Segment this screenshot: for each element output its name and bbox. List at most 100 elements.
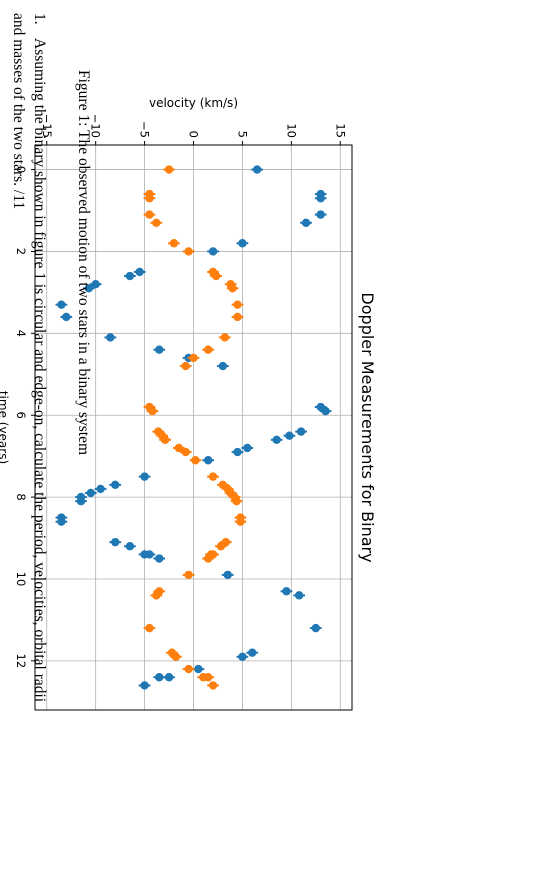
data-point	[194, 664, 203, 674]
data-point	[233, 300, 242, 309]
x-tick-label: 12	[14, 654, 28, 669]
data-point	[203, 456, 213, 465]
data-point	[233, 447, 242, 457]
data-point	[252, 165, 262, 174]
y-tick-label: −15	[40, 114, 54, 138]
data-point	[155, 673, 164, 682]
data-point	[285, 431, 294, 440]
data-point	[296, 427, 306, 436]
data-point	[191, 456, 200, 465]
data-point	[203, 345, 213, 354]
data-point	[216, 542, 226, 551]
chart-title: Doppler Measurements for Binary	[358, 292, 377, 562]
question-number: 1.	[31, 13, 48, 25]
data-point	[223, 570, 232, 580]
data-point	[96, 484, 105, 494]
data-point	[152, 591, 161, 600]
data-point	[316, 210, 325, 219]
data-point	[208, 472, 218, 481]
data-point	[145, 210, 154, 219]
data-point	[148, 406, 157, 416]
data-point	[91, 280, 100, 289]
data-point	[84, 284, 94, 293]
y-tick-label: 5	[235, 131, 249, 138]
data-point	[174, 443, 184, 453]
data-point	[316, 194, 325, 203]
tick-layer: 0 2 4 6 8 10 12 −15 −10 −5 0 5 10 15	[14, 114, 347, 668]
data-point	[169, 239, 179, 248]
question-text-line-1: Assuming the binary shown in figure 1 is…	[31, 38, 48, 703]
data-point	[135, 267, 144, 277]
data-point	[106, 333, 115, 342]
question-text-line-2: and masses of the two stars. /11	[10, 13, 27, 210]
data-point	[203, 554, 213, 563]
data-point	[243, 443, 252, 453]
data-point	[155, 345, 164, 354]
data-point	[233, 312, 242, 322]
data-point	[145, 194, 154, 203]
data-point	[272, 435, 281, 444]
data-point	[301, 218, 311, 227]
data-point	[208, 681, 218, 690]
data-point	[111, 537, 120, 547]
data-point	[203, 673, 213, 682]
data-point	[145, 623, 154, 633]
data-point	[184, 570, 193, 580]
y-tick-label: −5	[138, 121, 152, 138]
data-point	[62, 312, 71, 322]
y-tick-label: 0	[187, 131, 201, 138]
data-point	[164, 673, 174, 682]
x-tick-label: 2	[14, 248, 28, 255]
data-point	[125, 271, 135, 281]
data-point	[236, 517, 245, 526]
y-tick-label: −10	[89, 114, 103, 138]
plot-frame	[34, 144, 353, 711]
data-point	[294, 591, 304, 600]
point-layer	[55, 165, 332, 690]
data-point	[321, 406, 330, 416]
data-point	[228, 284, 237, 293]
data-point	[181, 361, 190, 371]
series-1	[55, 165, 332, 690]
data-point	[232, 496, 241, 506]
x-tick-label: 0	[14, 166, 28, 173]
data-point	[57, 300, 66, 309]
data-point	[211, 271, 221, 281]
data-point	[248, 648, 257, 657]
data-point	[282, 587, 291, 596]
data-point	[86, 488, 95, 498]
data-point	[155, 554, 164, 563]
data-point	[125, 542, 135, 551]
x-tick-label: 6	[14, 412, 28, 419]
data-point	[238, 652, 247, 661]
y-tick-label: 15	[333, 123, 347, 138]
data-point	[140, 472, 149, 481]
data-point	[76, 496, 86, 506]
x-tick-label: 8	[14, 493, 28, 500]
data-point	[164, 165, 174, 174]
y-tick-label: 10	[284, 123, 298, 138]
data-point	[311, 623, 320, 633]
data-point	[160, 435, 170, 444]
x-tick-label: 10	[14, 572, 28, 587]
data-point	[140, 681, 149, 690]
data-point	[184, 664, 193, 674]
data-point	[189, 353, 198, 363]
data-point	[171, 652, 181, 661]
data-point	[111, 480, 120, 490]
figure-caption: Figure 1: The observed motion of two sta…	[75, 70, 92, 456]
x-axis-label: time (years)	[0, 391, 10, 464]
data-point	[184, 247, 193, 256]
data-point	[208, 247, 218, 256]
series-2	[143, 165, 247, 690]
data-point	[220, 333, 230, 342]
data-point	[181, 447, 190, 457]
y-axis-label: velocity (km/s)	[149, 96, 238, 110]
data-point	[140, 550, 149, 559]
x-tick-label: 4	[14, 330, 28, 337]
data-point	[152, 218, 161, 227]
data-point	[218, 361, 228, 371]
data-point	[57, 517, 66, 526]
